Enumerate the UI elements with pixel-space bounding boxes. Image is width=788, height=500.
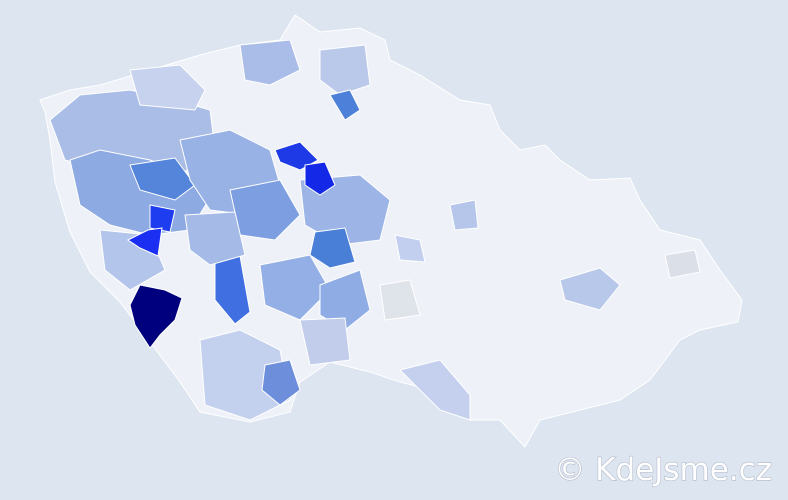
watermark: © KdeJsme.cz [554,452,772,488]
district [319,44,371,96]
district [399,359,471,421]
district [379,279,421,321]
district [664,249,701,279]
district [149,204,176,233]
district [259,254,331,321]
district [261,359,301,406]
district [129,64,206,111]
district [239,39,301,86]
district [304,161,336,196]
district [184,211,246,266]
district [319,269,371,331]
district [299,317,351,366]
districts [49,39,701,421]
district [449,199,479,231]
district [129,157,196,201]
district [329,89,361,121]
district [129,284,183,349]
district [394,234,426,263]
district [559,267,621,311]
district [309,227,356,269]
district [199,329,291,421]
district [127,227,163,257]
